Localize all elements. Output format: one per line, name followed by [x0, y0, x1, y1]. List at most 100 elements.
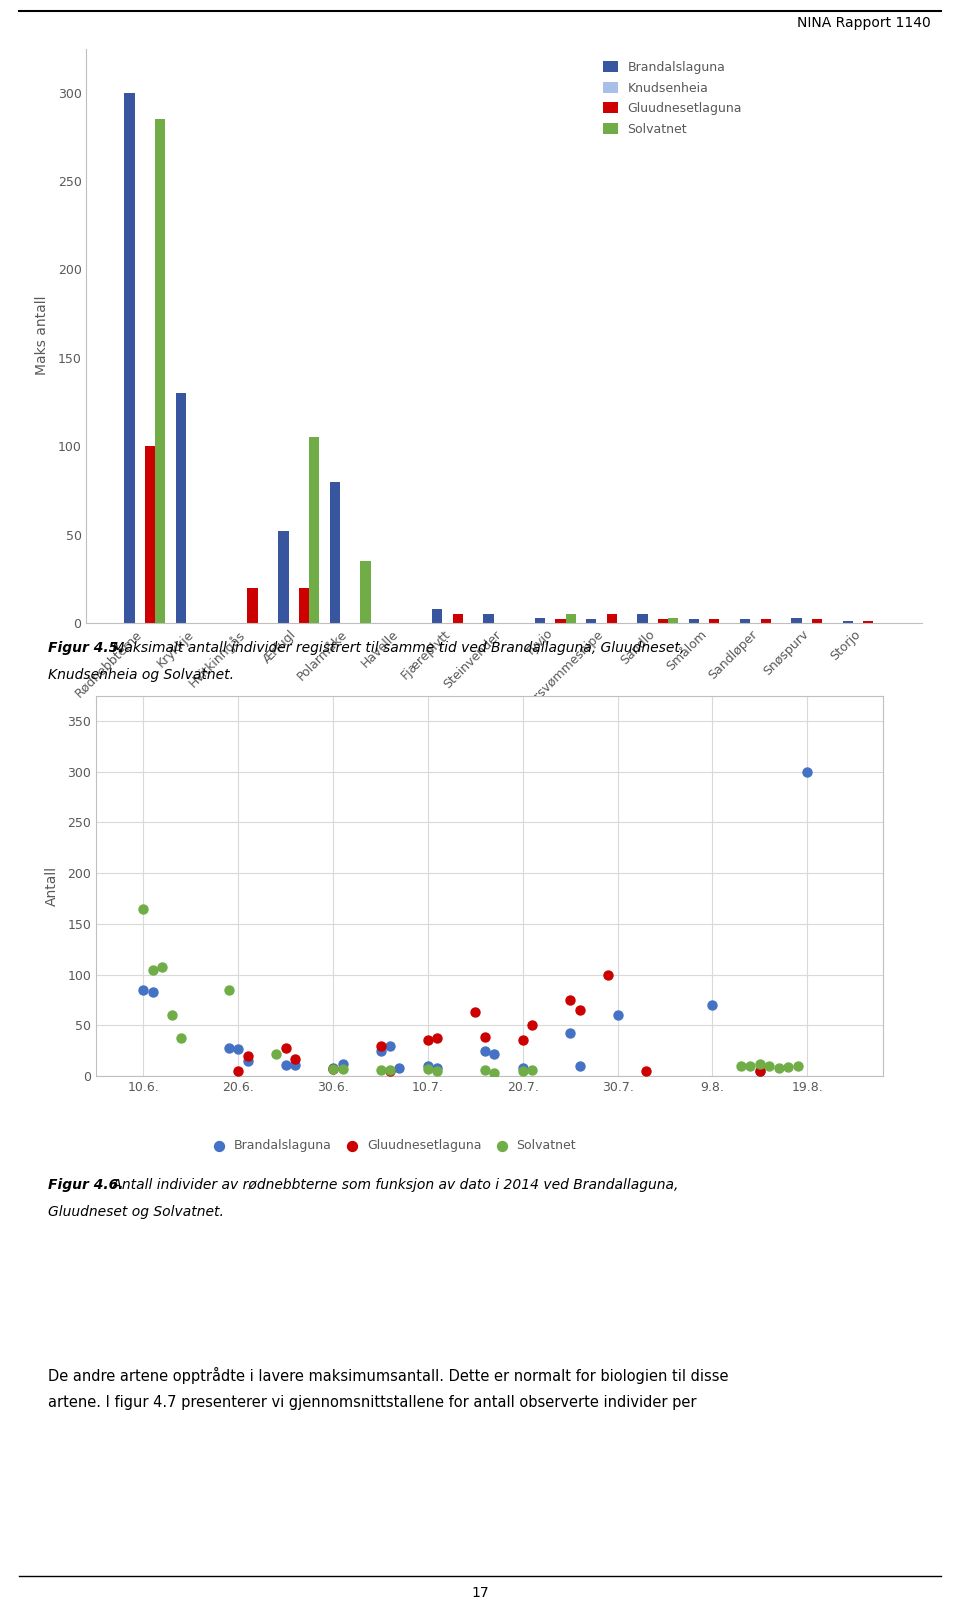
Solvatnet	[790, 1053, 805, 1079]
Bar	[309, 437, 320, 623]
Brandalslaguna	[325, 1055, 341, 1081]
Text: Figur 4.5.: Figur 4.5.	[48, 641, 124, 655]
Text: artene. I figur 4.7 presenterer vi gjennomsnittstallene for antall observerte in: artene. I figur 4.7 presenterer vi gjenn…	[48, 1395, 697, 1409]
Text: NINA Rapport 1140: NINA Rapport 1140	[798, 16, 931, 31]
Brandalslaguna	[610, 1002, 625, 1027]
Gluudnesetlaguna	[563, 987, 578, 1013]
Gluudnesetlaguna	[516, 1027, 531, 1053]
Bar	[688, 620, 699, 623]
Bar	[176, 393, 186, 623]
Gluudnesetlaguna	[572, 997, 588, 1023]
Text: Knudsenheia og Solvatnet.: Knudsenheia og Solvatnet.	[48, 668, 234, 683]
Bar	[812, 620, 822, 623]
Bar	[453, 615, 463, 623]
Solvatnet	[269, 1040, 284, 1066]
Legend: Brandalslaguna, Knudsenheia, Gluudnesetlaguna, Solvatnet: Brandalslaguna, Knudsenheia, Gluudnesetl…	[596, 55, 748, 142]
Bar	[843, 621, 852, 623]
Text: 17: 17	[471, 1586, 489, 1600]
Brandalslaguna	[335, 1050, 350, 1076]
Brandalslaguna	[477, 1037, 492, 1063]
Gluudnesetlaguna	[325, 1057, 341, 1082]
Gluudnesetlaguna	[753, 1058, 768, 1084]
Text: De andre artene opptrådte i lavere maksimumsantall. Dette er normalt for biologi: De andre artene opptrådte i lavere maksi…	[48, 1367, 729, 1385]
Bar	[658, 620, 668, 623]
Solvatnet	[780, 1053, 796, 1079]
Bar	[863, 621, 874, 623]
Bar	[535, 618, 545, 623]
Solvatnet	[325, 1057, 341, 1082]
Solvatnet	[372, 1057, 388, 1082]
Solvatnet	[771, 1055, 786, 1081]
Bar	[709, 620, 719, 623]
Brandalslaguna	[753, 1058, 768, 1084]
Brandalslaguna	[135, 977, 151, 1003]
Gluudnesetlaguna	[230, 1058, 246, 1084]
Brandalslaguna	[516, 1055, 531, 1081]
Bar	[299, 587, 309, 623]
Bar	[278, 531, 289, 623]
Text: Antall individer av rødnebbterne som funksjon av dato i 2014 ved Brandallaguna,: Antall individer av rødnebbterne som fun…	[108, 1178, 678, 1192]
Brandalslaguna	[230, 1036, 246, 1061]
Bar	[587, 620, 596, 623]
Brandalslaguna	[705, 992, 720, 1018]
Brandalslaguna	[420, 1053, 436, 1079]
Brandalslaguna	[487, 1040, 502, 1066]
Text: Figur 4.6.: Figur 4.6.	[48, 1178, 124, 1192]
Bar	[740, 620, 751, 623]
Bar	[248, 587, 257, 623]
Solvatnet	[753, 1050, 768, 1076]
Gluudnesetlaguna	[287, 1045, 302, 1071]
Bar	[156, 120, 165, 623]
Brandalslaguna	[221, 1034, 236, 1060]
Brandalslaguna	[278, 1052, 294, 1078]
Brandalslaguna	[382, 1032, 397, 1058]
Bar	[484, 615, 493, 623]
Brandalslaguna	[800, 759, 815, 785]
Solvatnet	[221, 977, 236, 1003]
Solvatnet	[135, 896, 151, 922]
Bar	[145, 447, 156, 623]
Bar	[637, 615, 648, 623]
Text: Maksimalt antall individer registrert til samme tid ved Brandallaguna, Gluudnese: Maksimalt antall individer registrert ti…	[108, 641, 684, 655]
Brandalslaguna	[240, 1048, 255, 1074]
Solvatnet	[743, 1053, 758, 1079]
Legend: Brandalslaguna, Gluudnesetlaguna, Solvatnet: Brandalslaguna, Gluudnesetlaguna, Solvat…	[210, 1136, 580, 1155]
Gluudnesetlaguna	[372, 1032, 388, 1058]
Bar	[360, 561, 371, 623]
Gluudnesetlaguna	[524, 1013, 540, 1039]
Bar	[329, 482, 340, 623]
Bar	[432, 608, 443, 623]
Solvatnet	[335, 1057, 350, 1082]
Brandalslaguna	[563, 1021, 578, 1047]
Brandalslaguna	[572, 1053, 588, 1079]
Solvatnet	[155, 955, 170, 981]
Solvatnet	[761, 1053, 777, 1079]
Gluudnesetlaguna	[600, 961, 615, 987]
Brandalslaguna	[287, 1052, 302, 1078]
Gluudnesetlaguna	[278, 1034, 294, 1060]
Solvatnet	[733, 1053, 749, 1079]
Solvatnet	[524, 1057, 540, 1082]
Gluudnesetlaguna	[477, 1024, 492, 1050]
Bar	[668, 618, 679, 623]
Solvatnet	[382, 1057, 397, 1082]
Bar	[125, 92, 134, 623]
Y-axis label: Maks antall: Maks antall	[36, 296, 49, 375]
Gluudnesetlaguna	[382, 1058, 397, 1084]
Bar	[565, 615, 576, 623]
Gluudnesetlaguna	[468, 1000, 483, 1026]
Brandalslaguna	[392, 1055, 407, 1081]
Solvatnet	[174, 1026, 189, 1052]
Text: Gluudneset og Solvatnet.: Gluudneset og Solvatnet.	[48, 1205, 224, 1220]
Bar	[607, 615, 617, 623]
Gluudnesetlaguna	[240, 1042, 255, 1068]
Solvatnet	[487, 1060, 502, 1086]
Gluudnesetlaguna	[430, 1026, 445, 1052]
Bar	[760, 620, 771, 623]
Gluudnesetlaguna	[638, 1058, 654, 1084]
Bar	[791, 618, 802, 623]
Y-axis label: Antall: Antall	[45, 866, 59, 906]
Bar	[555, 620, 565, 623]
Solvatnet	[477, 1057, 492, 1082]
Solvatnet	[164, 1002, 180, 1027]
